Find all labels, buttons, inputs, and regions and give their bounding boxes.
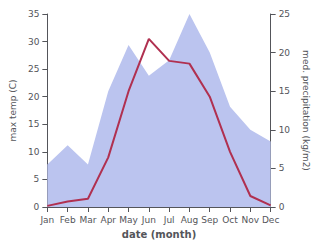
svg-text:30: 30 <box>28 37 40 47</box>
svg-text:15: 15 <box>279 86 290 96</box>
svg-text:Sep: Sep <box>201 215 218 225</box>
svg-text:Mar: Mar <box>79 215 96 225</box>
svg-text:5: 5 <box>34 174 40 184</box>
svg-text:Aug: Aug <box>181 215 199 225</box>
svg-text:Jul: Jul <box>163 215 175 225</box>
svg-text:med. precipitation (kg/m2): med. precipitation (kg/m2) <box>301 50 311 171</box>
svg-text:date (month): date (month) <box>122 229 196 240</box>
svg-text:10: 10 <box>279 125 291 135</box>
svg-text:May: May <box>119 215 138 225</box>
svg-text:Oct: Oct <box>222 215 238 225</box>
svg-text:0: 0 <box>34 202 40 212</box>
svg-text:Jun: Jun <box>141 215 156 225</box>
svg-text:15: 15 <box>28 119 39 129</box>
svg-text:25: 25 <box>28 64 39 74</box>
svg-text:0: 0 <box>279 202 285 212</box>
svg-text:35: 35 <box>28 9 39 19</box>
svg-text:Feb: Feb <box>60 215 76 225</box>
svg-text:Jan: Jan <box>39 215 54 225</box>
svg-text:25: 25 <box>279 9 290 19</box>
svg-text:20: 20 <box>279 48 291 58</box>
svg-text:Apr: Apr <box>100 215 116 225</box>
svg-text:10: 10 <box>28 147 40 157</box>
svg-text:Nov: Nov <box>242 215 260 225</box>
svg-text:max temp (C): max temp (C) <box>8 79 18 141</box>
svg-text:20: 20 <box>28 92 40 102</box>
svg-text:5: 5 <box>279 163 285 173</box>
svg-text:Dec: Dec <box>262 215 279 225</box>
